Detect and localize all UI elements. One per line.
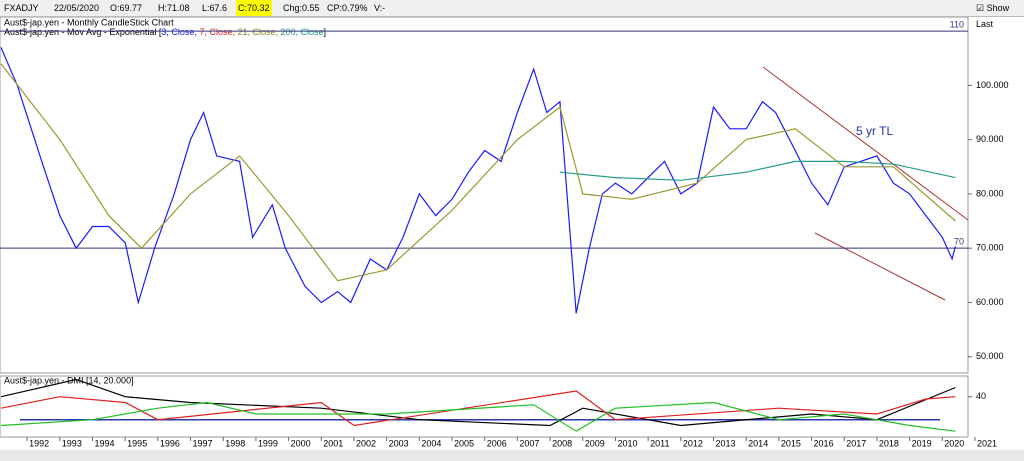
show-last-label: Show Last (976, 3, 1010, 29)
x-tick-label: 2009 (585, 438, 605, 448)
ma-legend-item: 7, Close, (199, 27, 237, 37)
x-tick-label: 2019 (912, 438, 932, 448)
y-tick-label: 40 (976, 391, 986, 401)
reference-label: 70 (954, 237, 964, 247)
x-tick-label: 2002 (356, 438, 376, 448)
x-tick-label: 2007 (519, 438, 539, 448)
y-tick-label: 60.000 (976, 297, 1004, 307)
x-tick-label: 2018 (879, 438, 899, 448)
x-tick-label: 1992 (29, 438, 49, 448)
ma-legend-suffix: ] (324, 27, 327, 37)
x-tick-label: 1999 (258, 438, 278, 448)
series-line (0, 378, 956, 427)
x-tick-label: 2010 (617, 438, 637, 448)
ma-legend-item: 200, Close (281, 27, 324, 37)
x-tick-label: 2006 (487, 438, 507, 448)
symbol: FXADJY (4, 3, 39, 13)
open: O:69.77 (110, 3, 143, 13)
x-tick-label: 2003 (389, 438, 409, 448)
date: 22/05/2020 (54, 3, 100, 13)
x-tick-label: 2014 (748, 438, 768, 448)
x-tick-label: 2020 (944, 438, 964, 448)
series-line (0, 63, 956, 282)
chart-title: Aust$-jap.yen - Monthly CandleStick Char… (4, 17, 174, 27)
y-tick-label: 80.000 (976, 188, 1004, 198)
ma-legend-item: 21, Close, (237, 27, 280, 37)
ma-legend-item: 3, Close, (161, 27, 199, 37)
price-panel (0, 17, 969, 374)
low: L:67.6 (202, 3, 228, 13)
x-tick-label: 2015 (781, 438, 801, 448)
high: H:71.08 (158, 3, 190, 13)
change-percent: CP:0.79% (327, 3, 368, 13)
x-tick-label: 2000 (291, 438, 311, 448)
volume: V:- (374, 3, 386, 13)
dmi-panel (0, 375, 969, 438)
dmi-title: Aust$-jap.yen - DMI [14, 20.000] (4, 375, 134, 385)
x-tick-label: 2001 (323, 438, 343, 448)
y-tick-label: 50.000 (976, 351, 1004, 361)
close: C:70.32 (236, 0, 272, 16)
x-tick-label: 2012 (683, 438, 703, 448)
scrollbar[interactable] (0, 450, 1024, 461)
show-last[interactable]: ☑ Show Last (976, 3, 1010, 29)
x-tick-label: 1996 (160, 438, 180, 448)
series-line (0, 47, 956, 314)
x-tick-label: 1995 (127, 438, 147, 448)
reference-label: 110 (950, 19, 964, 29)
series-line (559, 160, 956, 181)
change: Chg:0.55 (283, 3, 320, 13)
x-tick-label: 2013 (715, 438, 735, 448)
x-tick-label: 2017 (846, 438, 866, 448)
y-tick-label: 100.000 (976, 80, 1009, 90)
x-tick-label: 2008 (552, 438, 572, 448)
trend-line (814, 232, 946, 301)
y-tick-label: 70.000 (976, 243, 1004, 253)
ma-legend: Aust$-jap.yen - Mov Avg - Exponential [3… (4, 27, 326, 37)
y-tick-label: 90.000 (976, 134, 1004, 144)
series-line (0, 390, 956, 427)
annotation: 5 yr TL (856, 124, 893, 138)
x-tick-label: 1994 (94, 438, 114, 448)
x-tick-label: 1998 (225, 438, 245, 448)
trend-line (762, 66, 969, 221)
x-tick-label: 2005 (454, 438, 474, 448)
x-tick-label: 2021 (977, 438, 997, 448)
x-tick-label: 2004 (421, 438, 441, 448)
x-tick-label: 1997 (193, 438, 213, 448)
x-tick-label: 2016 (814, 438, 834, 448)
x-tick-label: 1993 (62, 438, 82, 448)
chart-area: Aust$-jap.yen - Monthly CandleStick Char… (0, 17, 1024, 461)
ma-legend-prefix: Aust$-jap.yen - Mov Avg - Exponential [ (4, 27, 162, 37)
series-line (0, 401, 956, 432)
x-tick-label: 2011 (650, 438, 669, 448)
toolbar: FXADJY 22/05/2020 O:69.77 H:71.08 L:67.6… (0, 0, 1024, 29)
